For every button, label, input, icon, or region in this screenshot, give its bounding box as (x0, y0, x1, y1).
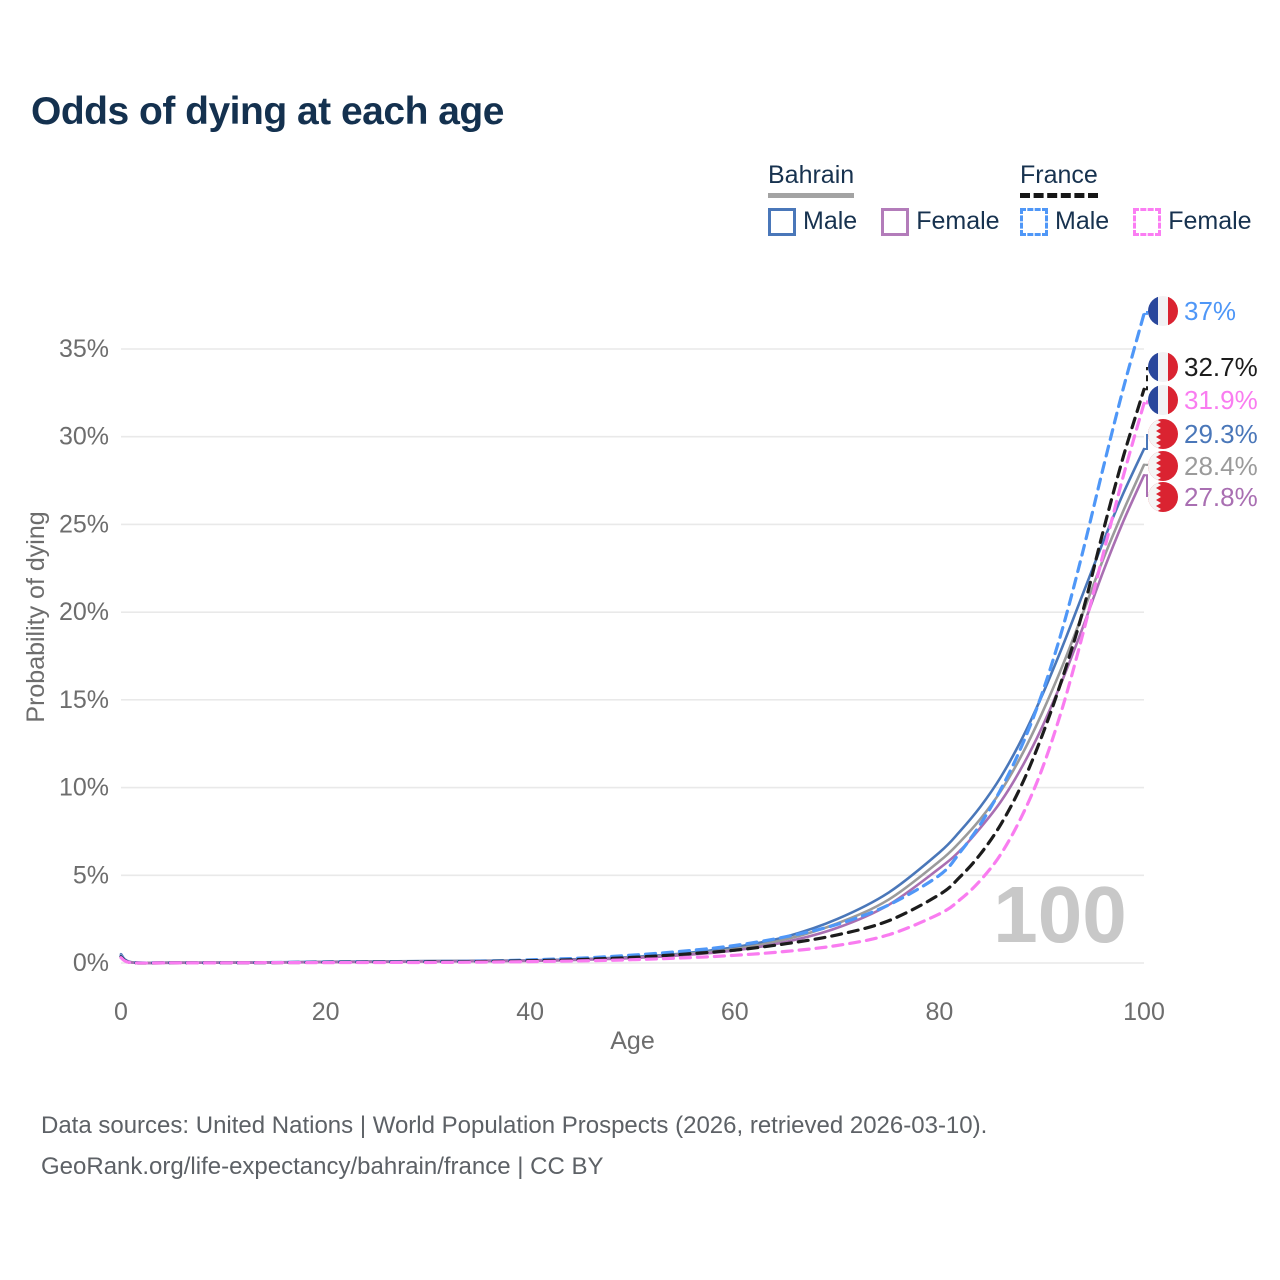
france-flag-icon (1148, 296, 1178, 326)
x-tick-label: 100 (1123, 998, 1165, 1026)
france-line-sample (1020, 193, 1098, 198)
series-path-france-total (119, 387, 1146, 965)
legend-group-france: France Male Female (1020, 161, 1252, 236)
y-tick-label: 20% (59, 598, 109, 626)
age-counter-watermark: 100 (993, 870, 1126, 959)
legend-group-bahrain: Bahrain Male Female (768, 161, 1000, 236)
france-male-swatch-icon (1020, 207, 1048, 236)
end-value-label-france-female: 31.9% (1184, 385, 1258, 415)
x-tick-label: 60 (721, 998, 749, 1026)
legend-country-bahrain: Bahrain (768, 161, 855, 189)
legend-country-france: France (1020, 161, 1098, 189)
legend-item-bahrain-female: Female (881, 207, 1000, 236)
end-value-label-france-male: 37% (1184, 296, 1236, 326)
y-tick-label: 15% (59, 686, 109, 714)
legend-item-bahrain-male: Male (768, 207, 857, 236)
x-tick-label: 20 (312, 998, 340, 1026)
france-female-swatch-icon (1133, 207, 1162, 236)
data-source-line1: Data sources: United Nations | World Pop… (41, 1112, 988, 1139)
bahrain-male-swatch-icon (768, 207, 796, 236)
y-tick-label: 0% (73, 949, 109, 977)
y-tick-label: 25% (59, 510, 109, 538)
y-tick-label: 10% (59, 774, 109, 802)
data-source-note: Data sources: United Nations | World Pop… (41, 1105, 987, 1187)
data-source-line2: GeoRank.org/life-expectancy/bahrain/fran… (41, 1153, 604, 1180)
end-value-label-bahrain-total: 28.4% (1184, 451, 1258, 481)
france-flag-icon (1148, 352, 1178, 382)
leader-line (1144, 311, 1148, 315)
legend-item-label: Male (1055, 207, 1110, 235)
end-value-label-france-total: 32.7% (1184, 352, 1258, 382)
x-tick-label: 40 (516, 998, 544, 1026)
legend-item-label: Female (916, 207, 1000, 235)
series-path-bahrain-female (119, 474, 1146, 965)
legend-item-france-male: Male (1020, 207, 1109, 236)
leader-line (1144, 367, 1148, 391)
y-axis-title: Probability of dying (22, 511, 50, 722)
series-path-france-female (119, 401, 1146, 965)
chart-title: Odds of dying at each age (31, 90, 504, 133)
bahrain-flag-icon (1148, 419, 1178, 449)
bahrain-line-sample (768, 193, 855, 198)
legend-item-france-female: Female (1133, 207, 1252, 236)
y-tick-label: 35% (59, 335, 109, 363)
x-tick-label: 0 (114, 998, 128, 1026)
series-path-bahrain-male (119, 447, 1146, 965)
leader-line (1144, 400, 1148, 405)
leader-line (1144, 463, 1148, 466)
y-tick-label: 30% (59, 423, 109, 451)
series-path-france-male (119, 312, 1146, 965)
x-tick-label: 80 (925, 998, 953, 1026)
legend-item-label: Male (803, 207, 858, 235)
leader-line (1144, 434, 1148, 450)
end-value-label-bahrain-male: 29.3% (1184, 419, 1258, 449)
legend: Bahrain Male Female France (0, 161, 1280, 251)
bahrain-flag-icon (1148, 451, 1178, 481)
x-axis-title: Age (610, 1027, 654, 1055)
leader-line (1144, 474, 1148, 497)
legend-item-label: Female (1168, 207, 1252, 235)
series-path-bahrain-total (119, 463, 1146, 965)
bahrain-female-swatch-icon (881, 207, 910, 236)
y-tick-label: 5% (73, 861, 109, 889)
end-value-label-bahrain-female: 27.8% (1184, 482, 1258, 512)
bahrain-flag-icon (1148, 482, 1178, 512)
france-flag-icon (1148, 385, 1178, 415)
